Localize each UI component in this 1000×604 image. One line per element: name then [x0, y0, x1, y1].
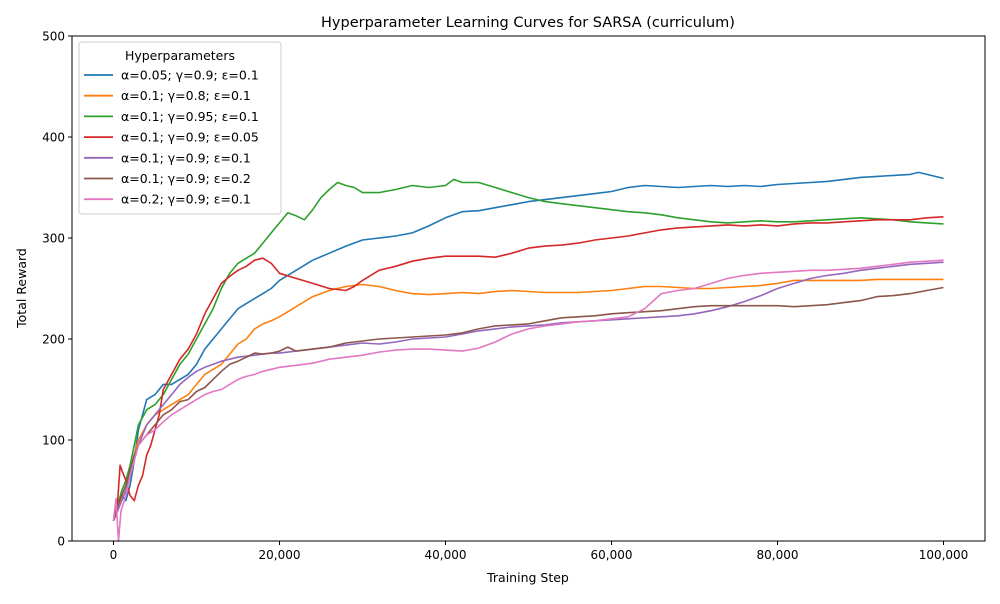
plot-frame — [71, 35, 986, 542]
series-line-4 — [112, 216, 944, 521]
y-tick-label: 200 — [42, 333, 65, 347]
legend-title: Hyperparameters — [125, 48, 235, 63]
chart-title: Hyperparameter Learning Curves for SARSA… — [321, 15, 735, 31]
x-tick-label: 20,000 — [259, 548, 301, 562]
x-tick-label: 0 — [110, 548, 118, 562]
series-line-7 — [112, 259, 944, 542]
legend-label: α=0.1; γ=0.9; ε=0.05 — [121, 130, 259, 145]
legend-entry: α=0.1; γ=0.95; ε=0.1 — [84, 109, 259, 124]
series-line-3 — [112, 178, 944, 522]
x-tick-label: 80,000 — [757, 548, 799, 562]
x-tick-label: 40,000 — [425, 548, 467, 562]
series-line-2 — [112, 278, 944, 522]
legend-entry: α=0.1; γ=0.9; ε=0.05 — [84, 130, 259, 145]
series-line-5 — [112, 261, 944, 522]
legend-entries: α=0.05; γ=0.9; ε=0.1 α=0.1; γ=0.8; ε=0.1 α… — [84, 68, 259, 207]
series-line-1 — [112, 171, 944, 522]
y-tick-label: 300 — [42, 232, 65, 246]
x-tick-label: 60,000 — [591, 548, 633, 562]
legend-label: α=0.2; γ=0.9; ε=0.1 — [121, 192, 251, 207]
y-axis-label: Total Reward — [14, 248, 29, 329]
y-tick-label: 400 — [42, 131, 65, 145]
x-axis-label: Training Step — [486, 570, 569, 585]
legend-label: α=0.1; γ=0.9; ε=0.1 — [121, 150, 251, 165]
legend-label: α=0.1; γ=0.8; ε=0.1 — [121, 88, 251, 103]
legend-entry: α=0.1; γ=0.9; ε=0.2 — [84, 171, 251, 186]
y-tick-label: 500 — [42, 30, 65, 44]
y-tick-label: 0 — [57, 535, 65, 549]
legend-label: α=0.1; γ=0.9; ε=0.2 — [121, 171, 251, 186]
legend: Hyperparameters α=0.05; γ=0.9; ε=0.1α=0.… — [78, 41, 282, 215]
legend-label: α=0.05; γ=0.9; ε=0.1 — [121, 68, 259, 83]
x-axis: 0 20,000 40,000 60,000 80,000 100,000 — [110, 541, 969, 562]
legend-entry: α=0.2; γ=0.9; ε=0.1 — [84, 192, 251, 207]
y-axis: 0 100 200 300 400 500 — [42, 30, 72, 549]
y-tick-label: 100 — [42, 434, 65, 448]
series-layer — [112, 171, 944, 542]
series-line-6 — [112, 286, 944, 522]
legend-entry: α=0.1; γ=0.9; ε=0.1 — [84, 150, 251, 165]
x-tick-label: 100,000 — [919, 548, 969, 562]
legend-label: α=0.1; γ=0.95; ε=0.1 — [121, 109, 259, 124]
legend-entry: α=0.1; γ=0.8; ε=0.1 — [84, 88, 251, 103]
legend-entry: α=0.05; γ=0.9; ε=0.1 — [84, 68, 259, 83]
legend-box — [78, 41, 282, 215]
